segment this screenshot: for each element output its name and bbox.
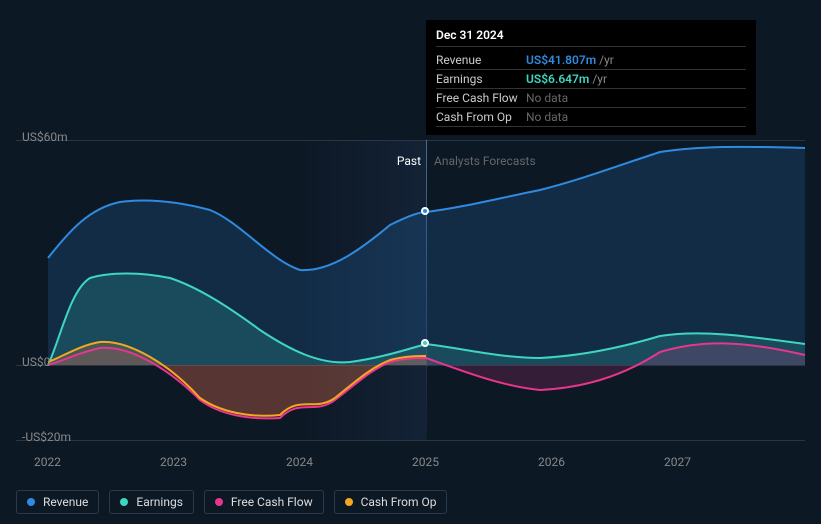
tooltip-row-label: Cash From Op xyxy=(436,110,526,124)
tooltip-row: RevenueUS$41.807m/yr xyxy=(436,51,746,70)
x-axis-label: 2023 xyxy=(160,455,187,469)
tooltip-date: Dec 31 2024 xyxy=(436,28,746,47)
tooltip-row-nodata: No data xyxy=(526,91,568,105)
chart-legend: Revenue Earnings Free Cash Flow Cash From O… xyxy=(16,490,447,514)
legend-label: Earnings xyxy=(136,495,183,509)
x-axis-label: 2024 xyxy=(286,455,313,469)
x-axis-label: 2022 xyxy=(34,455,61,469)
tooltip-row: Free Cash FlowNo data xyxy=(436,89,746,108)
tooltip-row: Cash From OpNo data xyxy=(436,108,746,127)
tooltip-row-value: US$6.647m xyxy=(526,72,589,86)
x-axis-label: 2026 xyxy=(538,455,565,469)
financial-chart: US$60m US$0 -US$20m 2022 2023 2024 2025 2026 20… xyxy=(0,0,821,524)
legend-label: Free Cash Flow xyxy=(231,495,313,509)
forecast-label: Analysts Forecasts xyxy=(434,154,536,168)
legend-item-earnings[interactable]: Earnings xyxy=(109,490,194,514)
tooltip-row-nodata: No data xyxy=(526,110,568,124)
legend-item-cash-from-op[interactable]: Cash From Op xyxy=(334,490,448,514)
tooltip-row-value: US$41.807m xyxy=(526,53,596,67)
legend-item-revenue[interactable]: Revenue xyxy=(16,490,99,514)
tooltip-row: EarningsUS$6.647m/yr xyxy=(436,70,746,89)
tooltip-row-label: Free Cash Flow xyxy=(436,91,526,105)
legend-dot xyxy=(27,498,35,506)
revenue-marker xyxy=(421,207,429,215)
past-label: Past xyxy=(366,154,421,168)
tooltip-row-unit: /yr xyxy=(599,53,614,67)
tooltip-row-label: Earnings xyxy=(436,72,526,86)
legend-dot xyxy=(120,498,128,506)
y-axis-label: US$60m xyxy=(22,130,68,144)
x-axis-label: 2025 xyxy=(412,455,439,469)
x-axis-label: 2027 xyxy=(664,455,691,469)
legend-label: Revenue xyxy=(43,495,88,509)
earnings-marker xyxy=(421,339,429,347)
legend-item-free-cash-flow[interactable]: Free Cash Flow xyxy=(204,490,324,514)
legend-dot xyxy=(345,498,353,506)
legend-dot xyxy=(215,498,223,506)
legend-label: Cash From Op xyxy=(361,495,437,509)
tooltip-row-label: Revenue xyxy=(436,53,526,67)
y-axis-label: US$0 xyxy=(22,355,50,369)
chart-tooltip: Dec 31 2024 RevenueUS$41.807m/yrEarnings… xyxy=(426,20,756,135)
y-axis-label: -US$20m xyxy=(22,430,71,444)
tooltip-row-unit: /yr xyxy=(592,72,607,86)
